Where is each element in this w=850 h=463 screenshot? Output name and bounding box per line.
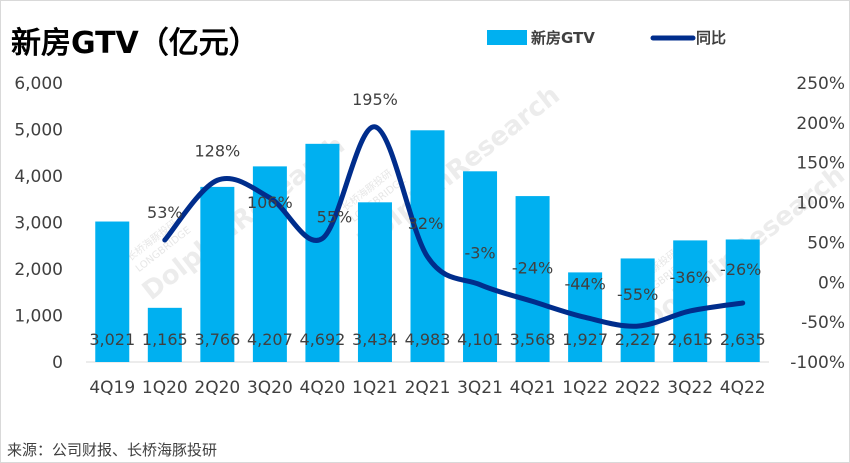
yoy-value-label: -3% bbox=[464, 244, 495, 263]
bar bbox=[357, 202, 392, 362]
yoy-data-labels: 53% 128% 106% 55% 195% 32% -3% -24% -44% -55% -36%… bbox=[147, 90, 761, 304]
bar bbox=[410, 130, 445, 362]
x-tick-label: 2Q22 bbox=[615, 378, 661, 398]
bar-value-label: 4,207 bbox=[247, 330, 293, 349]
yoy-value-label: 53% bbox=[147, 203, 183, 222]
yoy-value-label: -24% bbox=[512, 258, 553, 277]
x-tick-label: 3Q22 bbox=[667, 378, 713, 398]
bar-value-label: 1,165 bbox=[142, 330, 188, 349]
right-tick-label: 250% bbox=[796, 74, 845, 94]
left-tick-label: 3,000 bbox=[14, 214, 63, 234]
yoy-value-label: 128% bbox=[194, 141, 240, 160]
yoy-value-label: -26% bbox=[720, 260, 761, 279]
bar-value-label: 2,227 bbox=[615, 330, 661, 349]
chart-title: 新房GTV（亿元） bbox=[11, 26, 259, 61]
bar-value-label: 4,983 bbox=[405, 330, 451, 349]
bar-value-label: 3,021 bbox=[89, 330, 135, 349]
right-tick-label: -50% bbox=[801, 313, 845, 333]
bar-data-labels: 3,021 1,165 3,766 4,207 4,692 3,434 4,983 4,101… bbox=[89, 330, 765, 349]
line-series-yoy bbox=[162, 124, 746, 329]
yoy-value-label: 32% bbox=[408, 214, 444, 233]
yoy-line bbox=[162, 124, 746, 329]
legend: 新房GTV 同比 bbox=[487, 29, 726, 47]
left-tick-label: 1,000 bbox=[14, 307, 63, 327]
bar bbox=[463, 171, 498, 362]
left-tick-label: 4,000 bbox=[14, 167, 63, 187]
x-tick-label: 3Q21 bbox=[457, 378, 503, 398]
bar bbox=[673, 240, 708, 362]
x-tick-label: 3Q20 bbox=[247, 378, 293, 398]
yoy-value-label: 106% bbox=[247, 193, 293, 212]
bar bbox=[620, 258, 655, 362]
right-tick-label: 100% bbox=[796, 194, 845, 214]
right-tick-label: 150% bbox=[796, 154, 845, 174]
x-tick-label: 4Q20 bbox=[300, 378, 346, 398]
bar bbox=[515, 196, 550, 362]
bar bbox=[147, 307, 182, 362]
bar-value-label: 4,101 bbox=[457, 330, 503, 349]
x-tick-label: 4Q22 bbox=[720, 378, 766, 398]
yoy-value-label: -55% bbox=[617, 285, 658, 304]
right-tick-label: -100% bbox=[790, 353, 845, 373]
x-tick-label: 1Q21 bbox=[352, 378, 398, 398]
yoy-value-label: 55% bbox=[317, 207, 353, 226]
x-tick-label: 1Q22 bbox=[562, 378, 608, 398]
yoy-value-label: 195% bbox=[352, 90, 398, 109]
yoy-value-label: -44% bbox=[564, 274, 605, 293]
bar bbox=[305, 143, 340, 362]
x-tick-label: 2Q20 bbox=[194, 378, 240, 398]
left-y-axis: 0 1,000 2,000 3,000 4,000 5,000 6,000 bbox=[14, 74, 63, 373]
right-y-axis: -100% -50% 0% 50% 100% 150% 200% 250% bbox=[790, 74, 845, 373]
bar-series-gtv bbox=[95, 130, 760, 362]
legend-label-yoy: 同比 bbox=[696, 29, 726, 47]
x-tick-label: 2Q21 bbox=[405, 378, 451, 398]
bar-value-label: 3,568 bbox=[510, 330, 556, 349]
legend-label-gtv: 新房GTV bbox=[531, 29, 595, 47]
bar-value-label: 2,615 bbox=[667, 330, 713, 349]
bar-value-label: 2,635 bbox=[720, 330, 766, 349]
x-axis-labels: 4Q19 1Q20 2Q20 3Q20 4Q20 1Q21 2Q21 3Q21 4Q21 1Q22… bbox=[89, 378, 765, 398]
yoy-value-label: -36% bbox=[670, 268, 711, 287]
right-tick-label: 0% bbox=[818, 273, 845, 293]
left-tick-label: 0 bbox=[52, 353, 63, 373]
x-tick-label: 4Q21 bbox=[510, 378, 556, 398]
right-tick-label: 200% bbox=[796, 114, 845, 134]
bar-value-label: 1,927 bbox=[562, 330, 608, 349]
right-tick-label: 50% bbox=[807, 233, 845, 253]
left-tick-label: 6,000 bbox=[14, 74, 63, 94]
bar-value-label: 3,434 bbox=[352, 330, 398, 349]
bar-value-label: 4,692 bbox=[300, 330, 346, 349]
x-tick-label: 1Q20 bbox=[142, 378, 188, 398]
legend-bar-swatch bbox=[487, 30, 527, 45]
bar bbox=[95, 221, 130, 362]
source-note: 来源：公司财报、长桥海豚投研 bbox=[7, 441, 217, 459]
left-tick-label: 2,000 bbox=[14, 260, 63, 280]
x-tick-label: 4Q19 bbox=[89, 378, 135, 398]
bar bbox=[200, 186, 235, 362]
bar-value-label: 3,766 bbox=[194, 330, 240, 349]
left-tick-label: 5,000 bbox=[14, 121, 63, 141]
